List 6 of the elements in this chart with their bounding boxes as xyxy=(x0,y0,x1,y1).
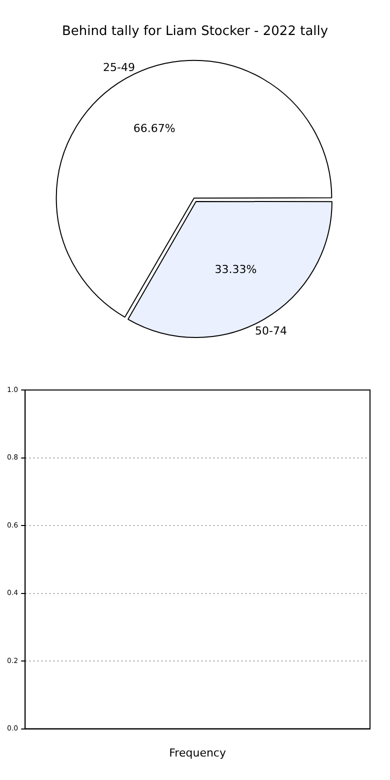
slice-label: 50-74 xyxy=(254,324,287,338)
chart-title: Behind tally for Liam Stocker - 2022 tally xyxy=(62,24,328,40)
slice-label: 25-49 xyxy=(103,61,136,74)
data-label: 66.67% xyxy=(133,122,176,136)
x-axis-title: Frequency xyxy=(169,746,226,760)
data-label: 33.33% xyxy=(214,263,257,276)
